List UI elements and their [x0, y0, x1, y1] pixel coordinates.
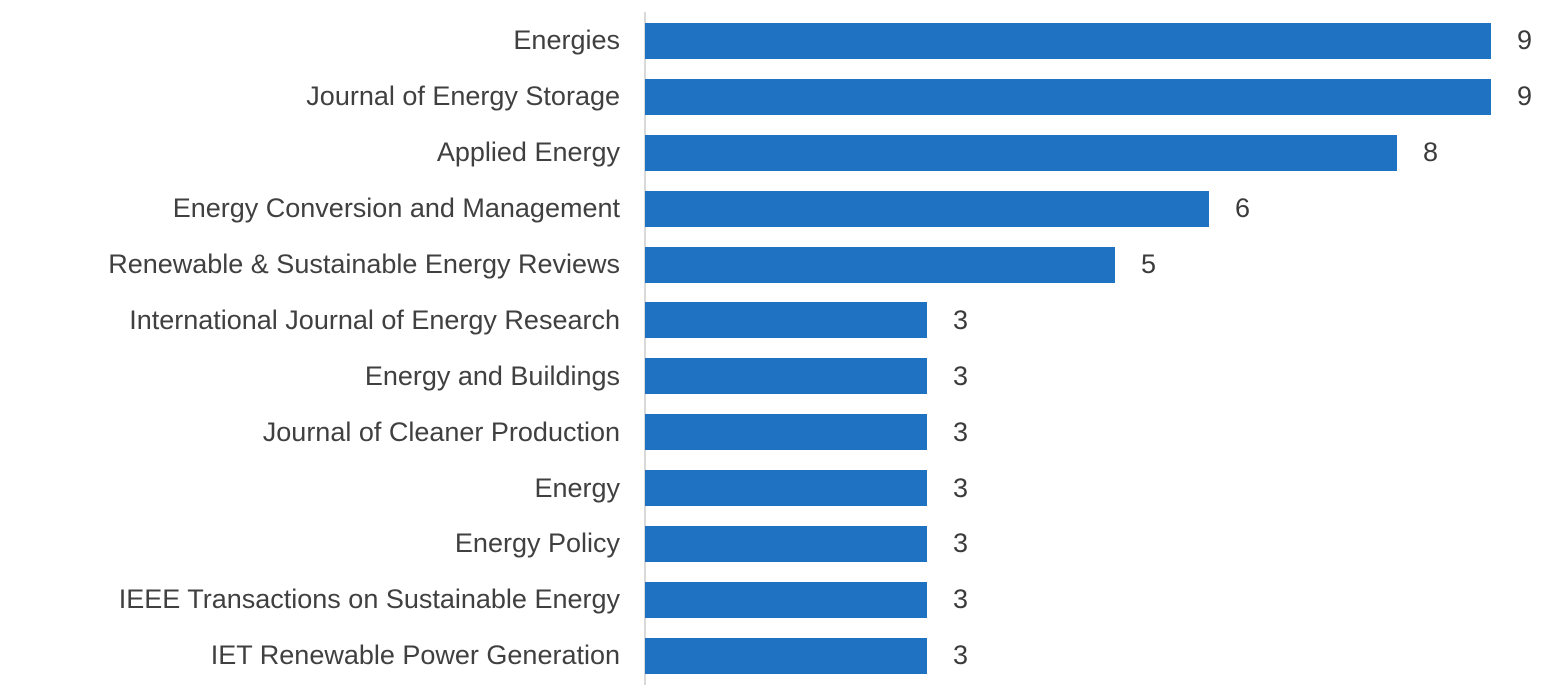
bar	[645, 581, 927, 618]
category-label: IEEE Transactions on Sustainable Energy	[118, 584, 620, 615]
bar	[645, 302, 927, 339]
value-label: 3	[953, 416, 969, 447]
bar-row: Energies 9	[0, 13, 1547, 69]
plot-area: 3	[645, 404, 1547, 460]
plot-area: 6	[645, 181, 1547, 237]
bar	[645, 358, 927, 395]
bar-row: International Journal of Energy Research…	[0, 292, 1547, 348]
plot-area: 3	[645, 516, 1547, 572]
value-label: 3	[953, 472, 969, 503]
category-label: Journal of Cleaner Production	[262, 416, 620, 447]
bar	[645, 637, 927, 674]
bar	[645, 134, 1397, 171]
plot-area: 8	[645, 125, 1547, 181]
plot-area: 5	[645, 237, 1547, 293]
bar-row: Energy Conversion and Management 6	[0, 181, 1547, 237]
bar	[645, 78, 1491, 115]
bar	[645, 470, 927, 507]
category-label: Energy	[534, 472, 620, 503]
category-label: Journal of Energy Storage	[306, 81, 620, 112]
bar-row: IEEE Transactions on Sustainable Energy …	[0, 572, 1547, 628]
bar	[645, 190, 1209, 227]
y-axis-line	[644, 12, 646, 685]
category-label: Energy Policy	[454, 528, 620, 559]
category-label: Renewable & Sustainable Energy Reviews	[108, 249, 620, 279]
plot-area: 3	[645, 292, 1547, 348]
value-label: 3	[953, 528, 969, 559]
value-label: 9	[1517, 81, 1533, 112]
value-label: 9	[1517, 25, 1533, 56]
plot-area: 9	[645, 69, 1547, 125]
category-label: Energy and Buildings	[364, 360, 620, 391]
category-label: International Journal of Energy Research	[129, 304, 620, 335]
plot-area: 3	[645, 348, 1547, 404]
value-label: 6	[1235, 193, 1251, 224]
bar-row: Journal of Energy Storage 9	[0, 69, 1547, 125]
bar	[645, 22, 1491, 59]
bar-row: Renewable & Sustainable Energy Reviews 5	[0, 237, 1547, 293]
category-label: IET Renewable Power Generation	[210, 640, 620, 671]
value-label: 8	[1423, 137, 1439, 168]
value-label: 3	[953, 304, 969, 335]
plot-area: 3	[645, 460, 1547, 516]
plot-area: 3	[645, 572, 1547, 628]
bar	[645, 525, 927, 562]
bar-row: Journal of Cleaner Production 3	[0, 404, 1547, 460]
bar-row: IET Renewable Power Generation 3	[0, 628, 1547, 684]
plot-area: 3	[645, 628, 1547, 684]
value-label: 3	[953, 584, 969, 615]
plot-area: 9	[645, 13, 1547, 69]
bar-row: Energy and Buildings 3	[0, 348, 1547, 404]
value-label: 5	[1141, 249, 1157, 279]
bar-row: Energy 3	[0, 460, 1547, 516]
category-label: Energy Conversion and Management	[172, 193, 620, 224]
bar	[645, 246, 1115, 283]
category-label: Energies	[513, 25, 620, 56]
bar-row: Energy Policy 3	[0, 516, 1547, 572]
bar	[645, 414, 927, 451]
value-label: 3	[953, 640, 969, 671]
category-label: Applied Energy	[436, 137, 620, 168]
value-label: 3	[953, 360, 969, 391]
bar-row: Applied Energy 8	[0, 125, 1547, 181]
